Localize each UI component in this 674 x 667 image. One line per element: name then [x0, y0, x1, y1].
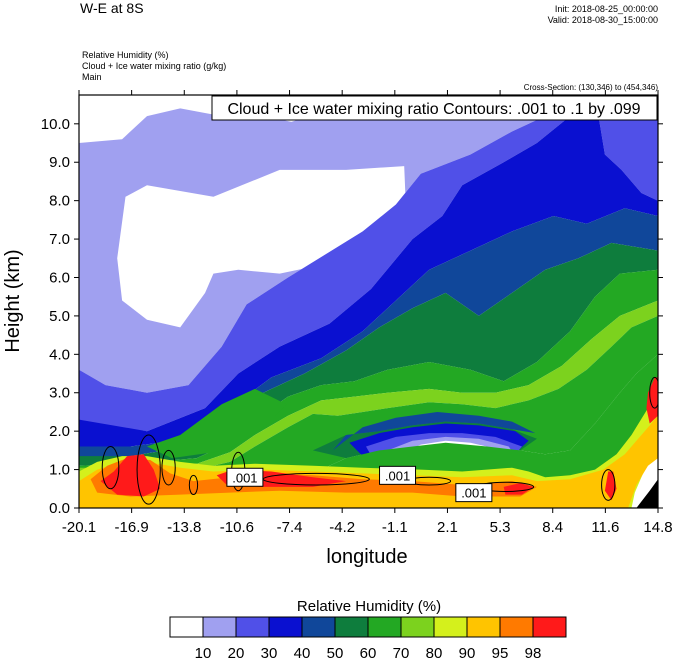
x-axis: -20.1 -16.9 -13.8 -10.6 -7.4 -4.2 -1.1 2.1 5.3 8.…: [62, 90, 673, 536]
rh-region-28: [636, 479, 658, 508]
colorbar-swatch-1: [202, 616, 237, 638]
colorbar-label-4: 50: [327, 645, 344, 662]
colorbar-label-1: 20: [228, 645, 245, 662]
x-tick-label-3: -10.6: [220, 519, 254, 536]
x-tick-label-6: -1.1: [382, 519, 408, 536]
colorbar-label-6: 70: [393, 645, 410, 662]
contour-label-1: .001: [385, 468, 410, 483]
rh-region-7: [79, 208, 658, 459]
y-tick-label-2: 2.0: [49, 423, 70, 440]
field-description-main: Main: [82, 72, 102, 82]
x-tick-label-9: 8.4: [542, 519, 563, 536]
y-axis-title: Height (km): [2, 249, 24, 352]
rh-region-8: [79, 242, 658, 466]
contour-label-box-1: [379, 465, 417, 485]
rh-region-4: [79, 95, 587, 432]
x-tick-label-10: 11.6: [591, 519, 619, 536]
x-tick-label-5: -4.2: [329, 519, 355, 536]
colorbar-swatch-10: [499, 616, 534, 638]
y-tick-label-5: 5.0: [49, 308, 70, 325]
colorbar-swatch-5: [334, 616, 369, 638]
colorbar-swatch-9: [466, 616, 501, 638]
x-tick-label-7: 2.1: [437, 519, 458, 536]
colorbar-swatch-2: [235, 616, 270, 638]
contour-label-0: .001: [232, 470, 257, 485]
y-tick-label-0: 0.0: [49, 500, 70, 517]
colorbar-label-5: 60: [360, 645, 377, 662]
rh-region-5: [595, 95, 658, 201]
y-tick-label-7: 7.0: [49, 231, 70, 248]
rh-region-23: [100, 454, 161, 497]
colorbar-label-10: 98: [525, 645, 542, 662]
colorbar-label-7: 80: [426, 645, 443, 662]
colorbar-label-8: 90: [459, 645, 476, 662]
x-tick-label-2: -13.8: [167, 519, 201, 536]
cross-section-label: Cross-Section: (130,346) to (454,346): [523, 83, 658, 92]
contour-label-box-2: [455, 483, 493, 503]
x-tick-label-4: -7.4: [277, 519, 303, 536]
contour-line-2: [161, 449, 176, 486]
colorbar-title: Relative Humidity (%): [297, 598, 441, 615]
rh-region-2: [117, 166, 406, 328]
humidity-fill: [79, 95, 658, 508]
x-tick-label-11: 14.8: [643, 519, 672, 536]
x-tick-label-0: -20.1: [62, 519, 96, 536]
y-tick-label-9: 9.0: [49, 154, 70, 171]
contour-line-8: [649, 376, 658, 409]
colorbar-swatch-11: [532, 616, 567, 638]
contour-line-1: [101, 446, 120, 490]
y-tick-label-8: 8.0: [49, 193, 70, 210]
rh-region-19: [79, 354, 658, 497]
contour-label-2: .001: [461, 486, 486, 501]
colorbar-swatch-8: [433, 616, 468, 638]
rh-region-9: [79, 269, 658, 470]
contour-labels: .001 .001 .001: [226, 465, 493, 503]
rh-region-14: [332, 412, 536, 451]
x-axis-title: longitude: [326, 546, 407, 568]
x-tick-label-1: -16.9: [115, 519, 149, 536]
y-tick-label-1: 1.0: [49, 462, 70, 479]
colorbar-swatch-0: [169, 616, 204, 638]
colorbar-swatch-7: [400, 616, 435, 638]
colorbar-label-9: 95: [492, 645, 509, 662]
y-axis: 0.0 1.0 2.0 3.0 4.0 5.0 6.0 7.0 8.0 9.0 10.0: [41, 116, 663, 517]
valid-time: Valid: 2018-08-30_15:00:00: [547, 15, 658, 25]
plot-title: W-E at 8S: [80, 0, 144, 16]
contour-line-7: [601, 469, 616, 501]
y-tick-label-6: 6.0: [49, 269, 70, 286]
y-tick-label-3: 3.0: [49, 385, 70, 402]
colorbar-label-2: 30: [261, 645, 278, 662]
plot-frame: [78, 94, 659, 509]
colorbar-label-0: 10: [195, 645, 212, 662]
contour-label-box-0: [226, 467, 264, 487]
plot-area: [79, 95, 658, 508]
colorbar-swatch-3: [268, 616, 303, 638]
colorbar-swatch-4: [301, 616, 336, 638]
x-tick-label-8: 5.3: [490, 519, 511, 536]
y-tick-label-10: 10.0: [41, 116, 70, 133]
rh-region-22: [90, 458, 537, 497]
rh-region-6: [79, 95, 658, 451]
rh-region-11: [79, 300, 658, 474]
colorbar: 10 20 30 40 50 60 70 80 90 95 98: [169, 616, 567, 662]
field-description-cloud: Cloud + Ice water mixing ratio (g/kg): [82, 61, 227, 71]
contour-line-9: [188, 474, 199, 496]
contour-info-box: Cloud + Ice water mixing ratio Contours:…: [211, 95, 658, 121]
colorbar-label-3: 40: [294, 645, 311, 662]
field-description-rh: Relative Humidity (%): [82, 50, 169, 60]
init-time: Init: 2018-08-25_00:00:00: [554, 4, 658, 14]
colorbar-swatch-6: [367, 616, 402, 638]
contour-line-0: [136, 434, 161, 505]
contour-info-frame: [211, 95, 658, 121]
y-tick-label-4: 4.0: [49, 346, 70, 363]
rh-region-26: [646, 377, 658, 424]
contour-info-text: Cloud + Ice water mixing ratio Contours:…: [227, 101, 640, 118]
rh-region-10: [147, 388, 287, 459]
